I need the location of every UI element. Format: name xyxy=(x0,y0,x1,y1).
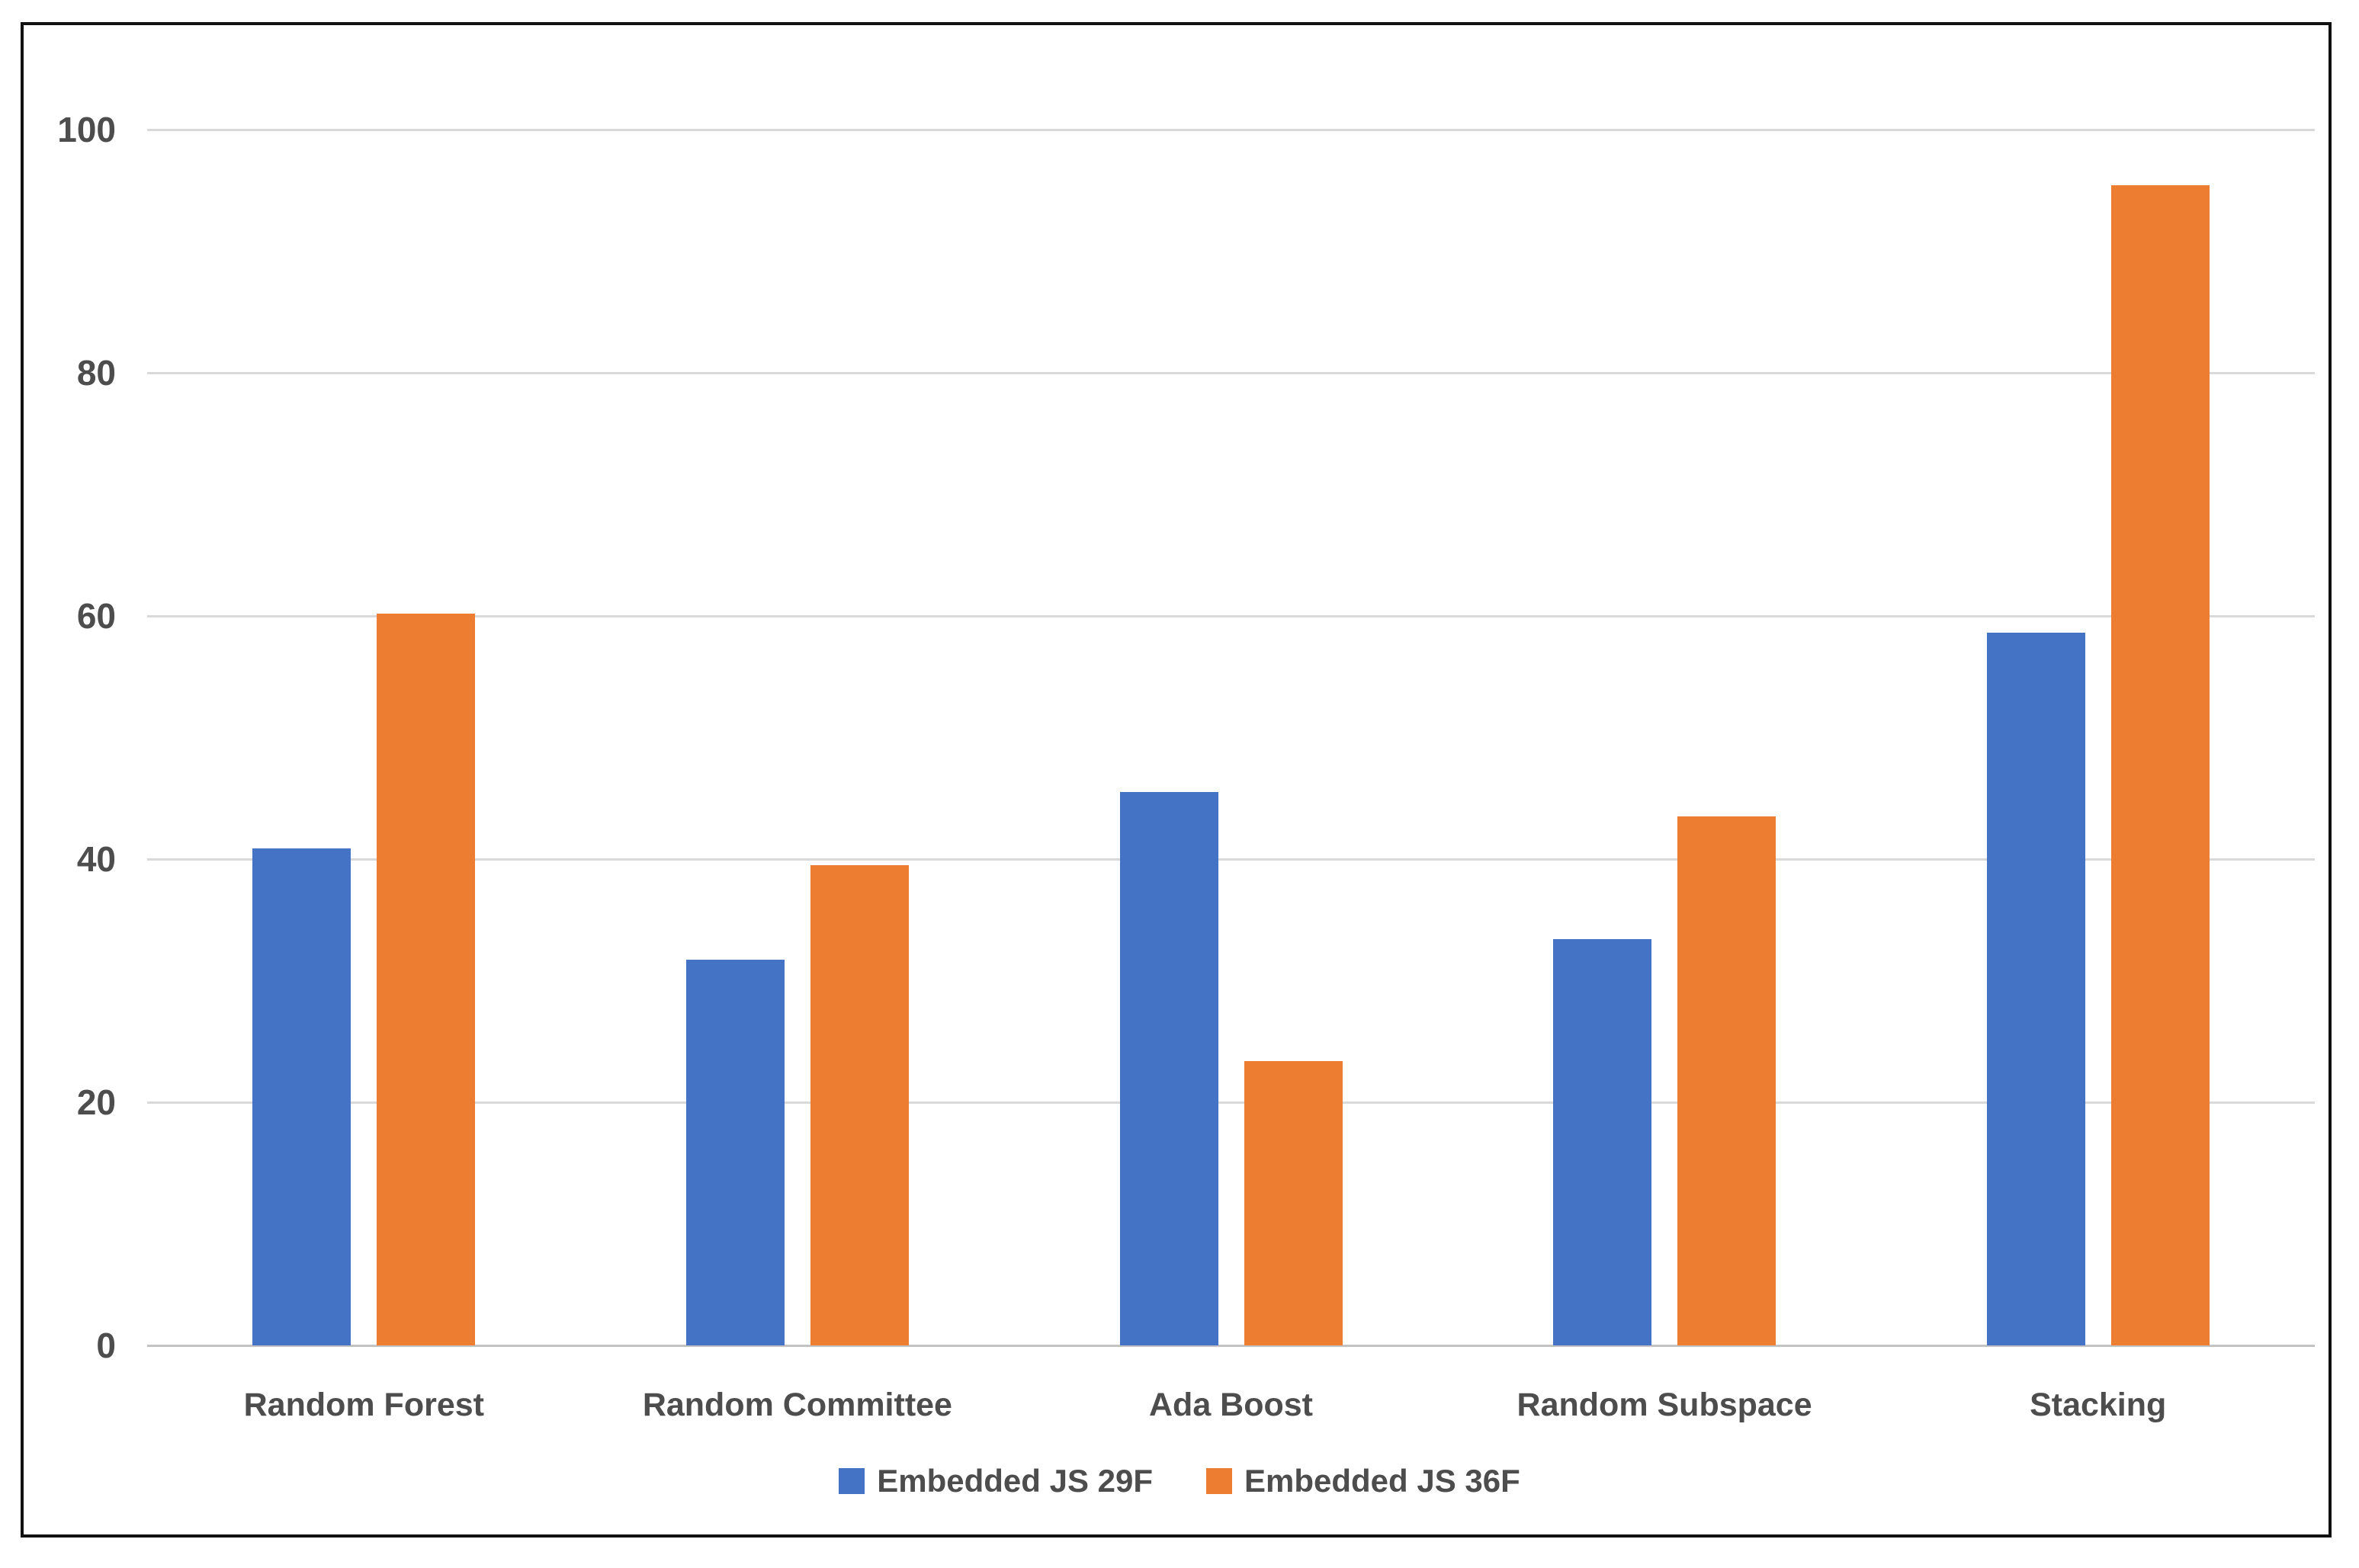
legend-label: Embedded JS 29F xyxy=(877,1463,1153,1499)
x-category-label-random-forest: Random Forest xyxy=(243,1387,484,1423)
legend: Embedded JS 29F Embedded JS 36F xyxy=(0,1465,2359,1497)
legend-label: Embedded JS 36F xyxy=(1244,1463,1520,1499)
y-tick-label-100: 100 xyxy=(57,110,116,149)
bar-series2-random-committee xyxy=(810,865,909,1345)
bar-series1-random-subspace xyxy=(1553,939,1652,1345)
bar-series2-stacking xyxy=(2110,185,2210,1345)
gridline-y-100 xyxy=(147,129,2315,131)
x-category-label-ada-boost: Ada Boost xyxy=(1149,1387,1313,1423)
x-category-label-random-subspace: Random Subspace xyxy=(1516,1387,1812,1423)
bar-series2-ada-boost xyxy=(1244,1061,1343,1345)
gridline-y-60 xyxy=(147,615,2315,617)
gridline-y-80 xyxy=(147,372,2315,374)
chart-frame-border xyxy=(21,22,2332,1538)
y-tick-label-60: 60 xyxy=(76,596,116,636)
y-tick-label-40: 40 xyxy=(76,839,116,879)
gridline-y-40 xyxy=(147,858,2315,861)
bar-series1-ada-boost xyxy=(1119,792,1218,1345)
legend-item-2: Embedded JS 36F xyxy=(1206,1465,1520,1497)
x-axis-line xyxy=(147,1345,2315,1347)
bar-series1-random-committee xyxy=(685,960,785,1345)
legend-swatch-icon xyxy=(839,1468,865,1494)
x-category-label-random-committee: Random Committee xyxy=(642,1387,952,1423)
bar-series2-random-subspace xyxy=(1677,816,1776,1345)
x-category-label-stacking: Stacking xyxy=(2030,1387,2167,1423)
y-tick-label-0: 0 xyxy=(96,1326,116,1365)
y-tick-label-80: 80 xyxy=(76,353,116,393)
bar-series1-random-forest xyxy=(252,848,351,1345)
gridline-y-20 xyxy=(147,1101,2315,1104)
legend-item-1: Embedded JS 29F xyxy=(839,1465,1153,1497)
y-tick-label-20: 20 xyxy=(76,1082,116,1122)
bar-series2-random-forest xyxy=(377,614,476,1345)
bar-series1-stacking xyxy=(1986,633,2085,1345)
legend-swatch-icon xyxy=(1206,1468,1232,1494)
